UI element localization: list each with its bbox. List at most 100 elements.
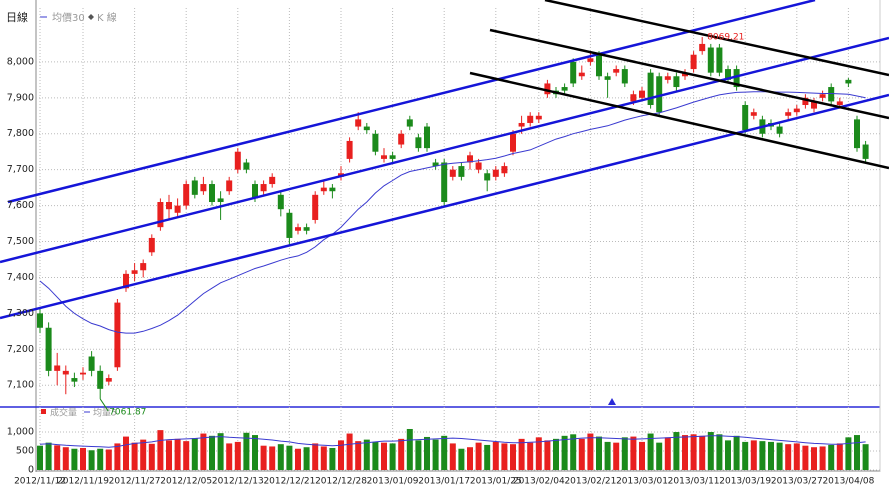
volume-bar — [819, 446, 826, 470]
volume-bar — [166, 440, 172, 470]
volume-bar — [613, 442, 620, 470]
trend-line — [0, 36, 889, 264]
y-tick-label: 7,600 — [7, 200, 34, 211]
x-tick-label: 2013/03/19 — [719, 477, 771, 487]
x-tick-label: 2013/02/04 — [513, 477, 565, 487]
volume-bar — [510, 444, 516, 470]
candle-body — [157, 202, 164, 228]
candle-body — [346, 140, 353, 159]
candle-body — [269, 176, 276, 185]
volume-bar — [148, 443, 155, 470]
candle-body — [372, 133, 379, 152]
candle-body — [845, 79, 852, 84]
volume-bar — [329, 447, 336, 470]
volume-bar — [742, 441, 749, 470]
volume-bar — [501, 443, 508, 470]
volume-bar — [277, 444, 284, 470]
candle-body — [707, 47, 714, 73]
trend-line — [7, 0, 816, 204]
x-tick-label: 2012/12/28 — [315, 477, 367, 487]
volume-bar — [535, 437, 542, 470]
volume-bar — [793, 443, 800, 470]
x-tick-label: 2012/12/13 — [212, 477, 264, 487]
candle-body — [716, 47, 723, 73]
candle-body — [200, 184, 207, 192]
x-tick-label: 2012/12/05 — [160, 477, 212, 487]
volume-bar — [123, 436, 129, 470]
volume-bar — [415, 440, 422, 470]
volume-bar — [260, 445, 267, 470]
legend-bar-icon — [41, 409, 46, 414]
volume-bar — [759, 441, 766, 470]
volume-bar — [776, 442, 783, 470]
candle-body — [217, 198, 224, 203]
candle-body — [776, 126, 783, 134]
volume-bar — [303, 447, 310, 470]
volume-bar — [80, 447, 86, 470]
candle-body — [793, 108, 800, 113]
candle-body — [243, 162, 250, 170]
candle-body — [484, 173, 491, 181]
marker-triangle — [608, 398, 616, 405]
x-tick-label: 2012/11/27 — [109, 477, 161, 487]
volume-bar — [97, 448, 104, 470]
trend-line — [469, 71, 889, 170]
volume-bar — [862, 444, 869, 470]
volume-bar — [355, 441, 362, 470]
volume-bar — [346, 433, 353, 470]
volume-bar — [200, 433, 207, 470]
legend-k-icon — [88, 14, 94, 20]
candle-body — [234, 151, 241, 170]
volume-bar — [733, 435, 740, 470]
volume-bar — [320, 446, 327, 470]
y-tick-label: 7,200 — [7, 344, 34, 355]
volume-bar — [785, 444, 792, 470]
volume-bar — [707, 432, 714, 470]
candle-body — [97, 370, 104, 389]
candle-body — [252, 184, 258, 199]
volume-bar — [338, 440, 344, 470]
volume-bar — [312, 443, 319, 470]
candle-body — [54, 365, 61, 371]
candle-body — [441, 162, 448, 203]
volume-bar — [518, 438, 525, 470]
volume-bar — [269, 446, 276, 470]
volume-bar — [690, 434, 697, 470]
candle-body — [578, 72, 585, 77]
volume-bar — [527, 442, 534, 470]
candle-body — [613, 69, 620, 73]
volume-bar — [191, 438, 198, 470]
candle-body — [647, 72, 654, 106]
volume-bar — [656, 442, 663, 470]
candle-body — [742, 105, 749, 131]
candle-body — [725, 69, 731, 80]
candle-body — [630, 94, 637, 102]
candle-body — [862, 144, 869, 159]
candle-body — [329, 187, 336, 192]
volume-bar — [71, 448, 78, 470]
chart-title: 日線 — [6, 10, 28, 24]
candle-body — [535, 115, 542, 120]
candle-body — [105, 378, 112, 382]
volume-bar — [639, 441, 645, 470]
volume-bar — [828, 444, 835, 470]
y-tick-label: 7,800 — [7, 128, 34, 139]
candle-body — [260, 184, 267, 192]
candle-body — [191, 180, 198, 195]
volume-bar — [398, 438, 405, 470]
candle-body — [854, 119, 860, 149]
x-tick-label: 2013/04/08 — [822, 477, 874, 487]
volume-bar — [845, 437, 852, 470]
volume-bar — [183, 441, 190, 470]
candle-body — [166, 202, 172, 210]
candle-body — [527, 115, 534, 123]
candle-body — [449, 169, 456, 177]
legend-entry: 成交量 — [50, 407, 77, 419]
x-tick-label: 2013/03/01 — [616, 477, 668, 487]
volume-bar — [716, 434, 723, 470]
candle-body — [475, 162, 482, 170]
volume-bar — [88, 450, 95, 470]
candle-body — [363, 126, 370, 131]
volume-bar — [570, 434, 577, 470]
volume-bar — [578, 438, 585, 470]
